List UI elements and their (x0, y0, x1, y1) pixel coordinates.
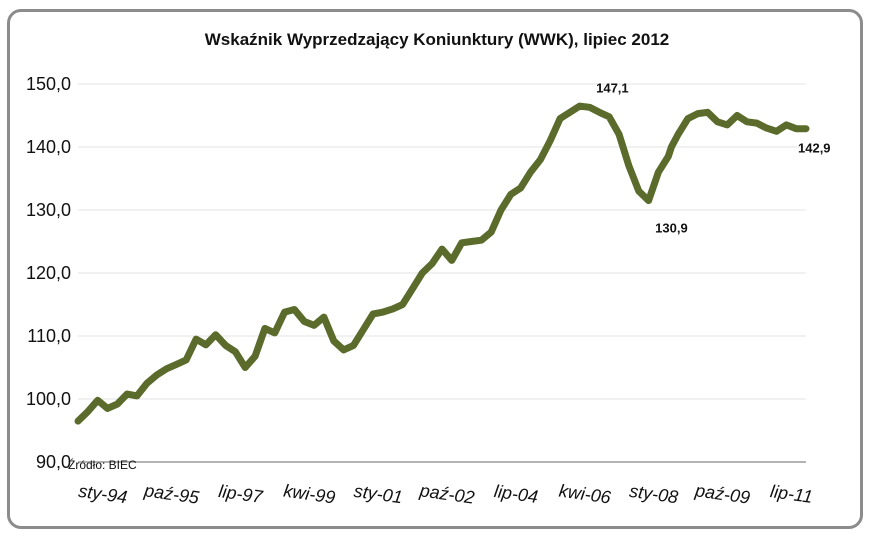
y-tick-label: 140,0 (26, 137, 71, 157)
x-tick-label: paź-02 (418, 480, 476, 508)
data-label: 142,9 (798, 141, 831, 156)
x-tick-label: paź-09 (693, 480, 751, 508)
y-tick-label: 110,0 (27, 326, 71, 346)
chart-title: Wskaźnik Wyprzedzający Koniunktury (WWK)… (204, 30, 670, 49)
x-tick-label: kwi-06 (558, 481, 613, 508)
x-tick-label: sty-08 (628, 481, 679, 508)
x-tick-label: lip-04 (493, 481, 539, 507)
data-label: 147,1 (596, 80, 629, 95)
source-note: Źródło: BIEC (68, 457, 137, 472)
x-axis-ticks: sty-94 paź-95 lip-97 kwi-99 sty-01 paź-02 lip-… (77, 480, 814, 508)
chart-frame (7, 9, 863, 529)
y-tick-label: 120,0 (26, 263, 71, 283)
x-tick-label: kwi-99 (282, 481, 336, 508)
y-tick-label: 90,0 (36, 452, 71, 472)
data-label: 130,9 (655, 220, 688, 235)
x-tick-label: sty-01 (353, 481, 404, 508)
x-tick-label: paź-95 (142, 480, 201, 508)
x-tick-label: lip-11 (769, 481, 814, 507)
series-line (74, 102, 810, 425)
data-labels: 147,1 130,9 142,9 (596, 80, 830, 235)
gridlines (78, 83, 806, 463)
x-tick-label: lip-97 (217, 481, 264, 507)
y-axis-ticks: 90,0 100,0 110,0 120,0 130,0 140,0 150,0 (26, 74, 71, 472)
y-tick-label: 150,0 (26, 74, 71, 94)
y-tick-label: 130,0 (26, 200, 71, 220)
x-tick-label: sty-94 (77, 481, 128, 508)
y-tick-label: 100,0 (26, 389, 71, 409)
